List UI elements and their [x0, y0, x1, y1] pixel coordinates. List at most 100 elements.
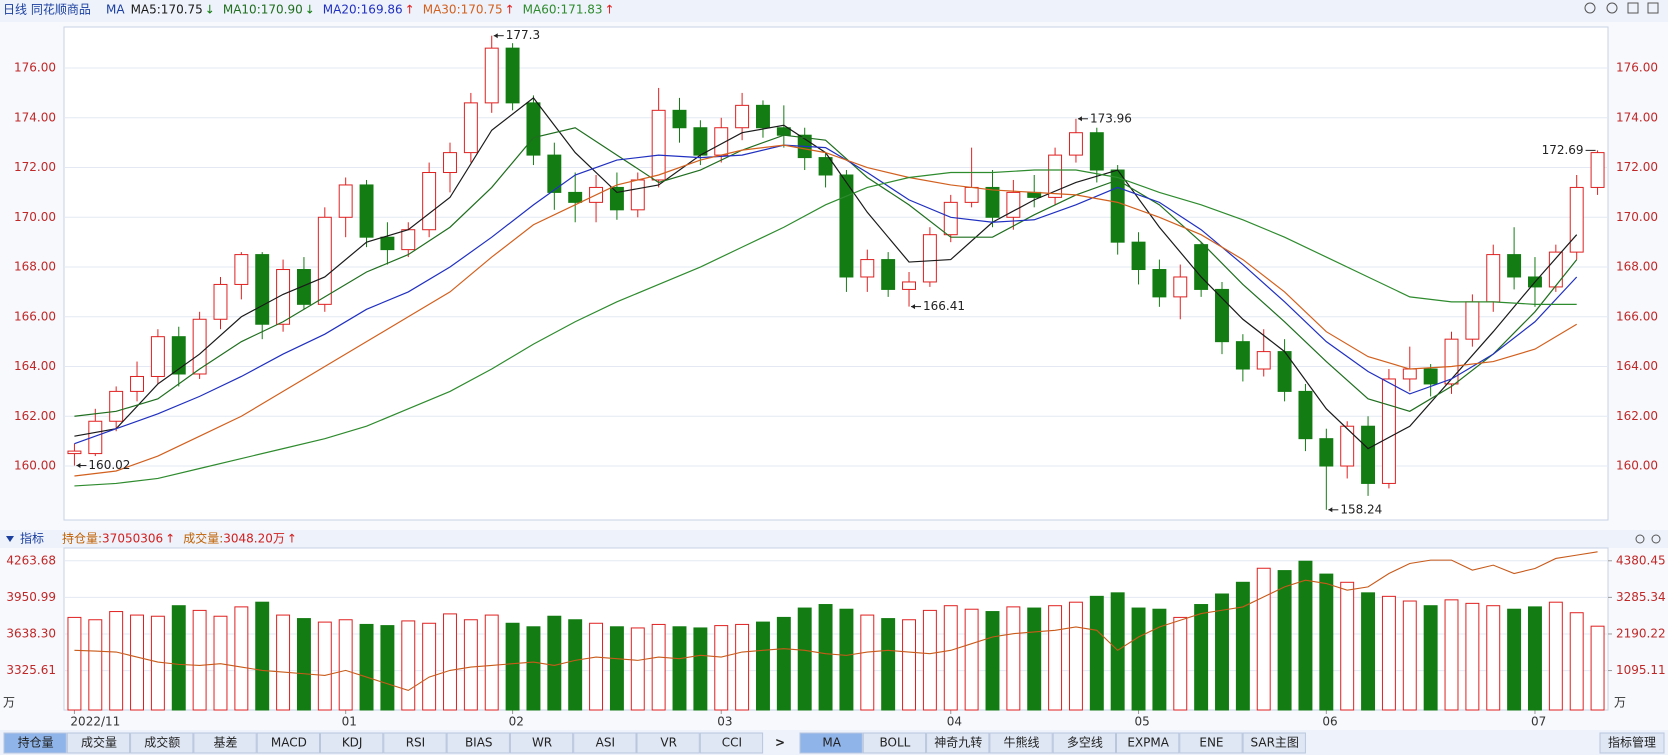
volume-bar — [547, 615, 562, 711]
candle-body — [985, 186, 1000, 218]
tab[interactable] — [862, 732, 927, 754]
volume-bar — [568, 619, 583, 711]
volume-bar — [1068, 601, 1083, 711]
candle-body — [443, 152, 457, 174]
y-tick-label: 168.00 — [14, 260, 56, 274]
tab[interactable] — [636, 732, 700, 754]
volume-bar — [818, 604, 833, 711]
annotation-arrowhead — [1328, 507, 1333, 513]
legend-entry: MA10:170.90 — [223, 3, 303, 17]
candle-body — [568, 191, 583, 203]
tab-label[interactable]: CCI — [722, 736, 742, 750]
tab-label[interactable]: ASI — [596, 736, 615, 750]
tab-label[interactable]: 基差 — [214, 736, 238, 750]
candle-body — [1381, 378, 1396, 484]
tab[interactable] — [383, 732, 447, 754]
annotation: 177.3 — [506, 28, 540, 42]
x-tick-label: 03 — [717, 715, 732, 729]
legend-entry: MA5:170.75 — [131, 3, 203, 17]
volume-bar — [1402, 600, 1417, 711]
tab-more[interactable]: > — [775, 736, 785, 750]
tab-label[interactable]: KDJ — [342, 736, 363, 750]
tab[interactable] — [320, 732, 384, 754]
candle-body — [651, 109, 666, 181]
tab[interactable] — [989, 732, 1053, 754]
volume-bar — [1319, 573, 1334, 711]
tab-label[interactable]: 多空线 — [1067, 736, 1103, 750]
volume-bar — [1528, 606, 1542, 711]
tab-label[interactable]: 神奇九转 — [934, 735, 982, 750]
volume-bar — [192, 609, 207, 711]
tab-label[interactable]: VR — [660, 736, 677, 750]
candle-body — [1068, 132, 1083, 156]
manage-label[interactable]: 指标管理 — [1608, 735, 1656, 750]
legend-entry: MA30:170.75 — [423, 3, 503, 17]
volume-bar — [630, 627, 645, 711]
tab-label[interactable]: ENE — [1199, 736, 1223, 750]
tab-label[interactable]: 成交额 — [144, 735, 180, 750]
legend-trend: ↓ — [205, 3, 215, 17]
volume-bar — [255, 601, 270, 711]
indicator-value: 37050306 — [102, 532, 163, 546]
tab-label[interactable]: RSI — [406, 736, 426, 750]
tab[interactable] — [509, 732, 574, 754]
tab-label[interactable]: BOLL — [880, 736, 911, 750]
annotation-arrowhead — [1077, 116, 1082, 122]
candle-body — [1340, 425, 1355, 467]
candle-body — [1194, 244, 1209, 290]
tab[interactable] — [446, 732, 510, 754]
tab[interactable] — [256, 732, 321, 754]
tab-label[interactable]: BIAS — [465, 736, 493, 750]
candle-body — [1235, 341, 1250, 370]
tab[interactable] — [699, 732, 764, 754]
y-tick-label-right: 168.00 — [1616, 260, 1658, 274]
candle-body — [630, 179, 645, 211]
volume-bar — [1486, 605, 1501, 711]
y-tick-label: 174.00 — [14, 110, 56, 124]
volume-bar — [422, 622, 437, 711]
tab-label[interactable]: 持仓量 — [18, 735, 54, 750]
candle-body — [547, 154, 562, 193]
tab[interactable] — [1242, 732, 1306, 754]
tab[interactable] — [573, 732, 637, 754]
candle-body — [526, 102, 541, 156]
tab-label[interactable]: WR — [532, 736, 552, 750]
tab-label[interactable]: MA — [822, 736, 841, 750]
collapse-icon[interactable] — [6, 536, 14, 542]
volume-bar — [1298, 560, 1313, 711]
candle-body — [276, 269, 291, 325]
candle-body — [860, 259, 875, 278]
tab[interactable] — [799, 732, 863, 754]
tab-label[interactable]: MACD — [271, 736, 307, 750]
volume-bar — [401, 620, 416, 711]
tab[interactable] — [1052, 732, 1116, 754]
tab-label[interactable]: SAR主图 — [1251, 736, 1299, 750]
manage-button[interactable] — [1599, 732, 1665, 754]
candle-body — [693, 127, 708, 156]
volume-bar — [797, 607, 812, 711]
tab[interactable] — [926, 732, 990, 754]
tab-label[interactable]: EXPMA — [1127, 736, 1169, 750]
tab[interactable] — [130, 732, 194, 754]
y-tick-label: 3325.61 — [6, 663, 56, 677]
tab[interactable] — [66, 732, 131, 754]
tab-label[interactable]: 牛熊线 — [1004, 735, 1040, 750]
candle-body — [505, 47, 520, 104]
tab-label[interactable]: 成交量 — [81, 735, 117, 750]
ma-line — [74, 127, 1578, 417]
volume-bar — [526, 626, 541, 711]
volume-bar — [171, 605, 186, 711]
tab[interactable] — [1116, 732, 1180, 754]
tab[interactable] — [3, 732, 67, 754]
volume-bar — [651, 623, 666, 711]
volume-bar — [505, 622, 520, 711]
window-icons — [1584, 2, 1661, 544]
candle-body — [255, 254, 270, 325]
tab[interactable] — [193, 732, 257, 754]
volume-bar — [672, 626, 687, 711]
tab[interactable] — [1179, 732, 1243, 754]
volume-bar — [756, 621, 770, 711]
legend-trend: ↓ — [305, 3, 315, 17]
candle-body — [1423, 368, 1438, 385]
candle-body — [943, 201, 958, 236]
